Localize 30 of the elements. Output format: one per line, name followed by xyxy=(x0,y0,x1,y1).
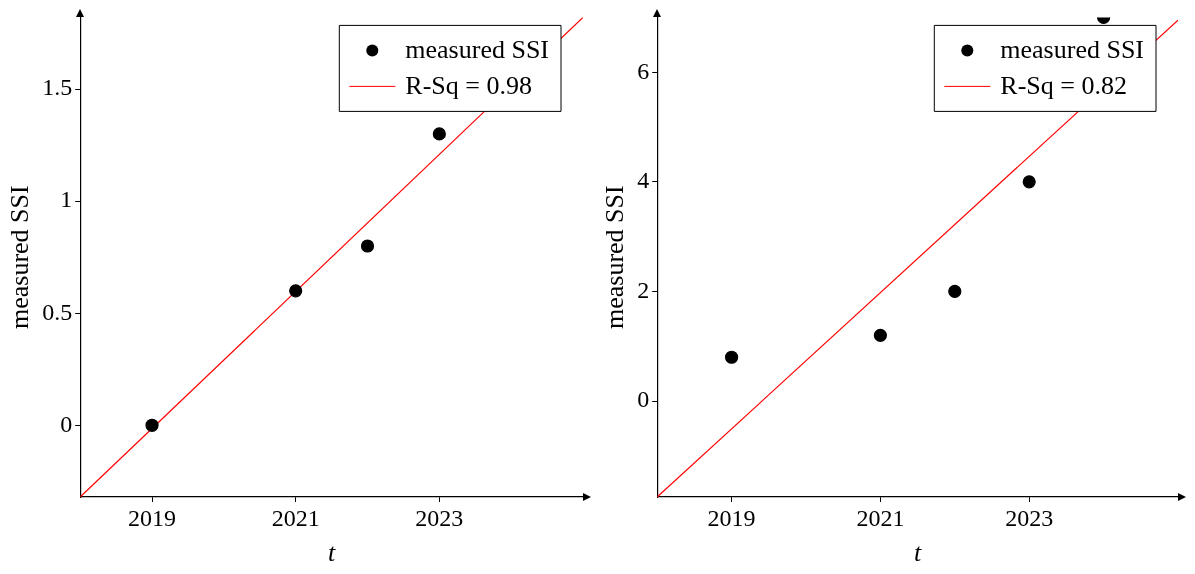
y-axis-title: measured SSI xyxy=(600,185,630,330)
y-tick-label: 4 xyxy=(637,167,650,194)
point xyxy=(1022,175,1036,189)
y-axis-title: measured SSI xyxy=(5,185,35,330)
y-tick-label: 1.5 xyxy=(42,74,73,101)
point xyxy=(873,328,887,342)
point xyxy=(289,284,303,298)
x-tick-label: 2021 xyxy=(271,504,320,531)
y-tick-label: 0 xyxy=(60,410,73,437)
point xyxy=(725,350,739,364)
x-tick-label: 2023 xyxy=(1005,504,1054,531)
x-tick-label: 2023 xyxy=(415,504,464,531)
y-tick-label: 2 xyxy=(637,276,650,303)
x-tick-label: 2019 xyxy=(128,504,177,531)
legend-label: R-Sq = 0.82 xyxy=(1000,71,1127,101)
y-tick-label: 0 xyxy=(637,386,650,413)
x-axis-title: t xyxy=(327,538,336,568)
y-tick-label: 0.5 xyxy=(42,298,73,325)
point xyxy=(145,418,159,432)
point xyxy=(432,127,446,141)
x-axis-title: t xyxy=(913,538,922,568)
point xyxy=(360,239,375,253)
y-tick-label: 1 xyxy=(60,186,73,213)
x-tick-label: 2019 xyxy=(707,504,756,531)
legend-label: R-Sq = 0.98 xyxy=(405,71,532,101)
y-tick-label: 6 xyxy=(637,57,650,84)
legend-label: measured SSI xyxy=(1000,35,1144,65)
x-tick-label: 2021 xyxy=(856,504,905,531)
point xyxy=(948,284,962,299)
legend-label: measured SSI xyxy=(405,35,549,65)
